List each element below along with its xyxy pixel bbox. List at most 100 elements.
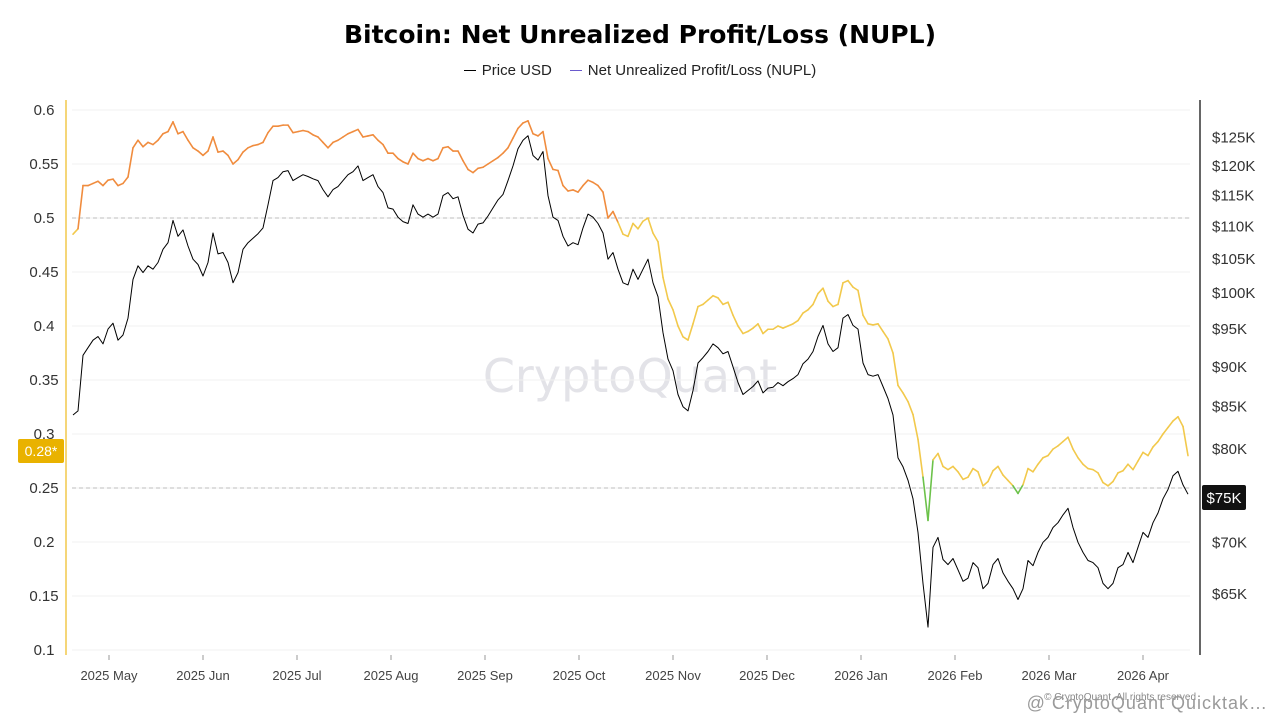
nupl-segment (782, 325, 789, 329)
nupl-segment (1037, 456, 1044, 466)
nupl-segment (247, 144, 254, 149)
nupl-segment (417, 157, 424, 162)
nupl-segment (382, 143, 389, 154)
nupl-segment (797, 312, 804, 322)
nupl-segment (1172, 415, 1179, 422)
nupl-segment (527, 120, 534, 135)
nupl-segment (347, 130, 354, 135)
legend-label-nupl: Net Unrealized Profit/Loss (NUPL) (587, 62, 817, 79)
nupl-segment (912, 413, 919, 441)
nupl-segment (92, 180, 99, 185)
nupl-segment (447, 145, 454, 152)
nupl-segment (1117, 469, 1124, 474)
nupl-segment (1057, 440, 1064, 447)
right-tick-label: $80K (1212, 441, 1247, 458)
nupl-segment (192, 147, 199, 152)
nupl-segment (197, 150, 204, 157)
legend-swatch-price (463, 70, 476, 71)
left-tick-label: 0.25 (29, 480, 58, 497)
nupl-segment (927, 459, 934, 522)
nupl-segment (357, 128, 364, 138)
nupl-segment (937, 452, 944, 468)
left-tick-label: 0.35 (29, 372, 58, 389)
left-tick-label: 0.1 (34, 642, 55, 659)
nupl-segment (742, 330, 749, 335)
right-tick-label: $120K (1212, 158, 1255, 175)
nupl-segment (1007, 479, 1014, 487)
x-tick-label: 2025 Aug (364, 668, 419, 683)
nupl-segment (312, 134, 319, 138)
nupl-segment (642, 217, 649, 223)
nupl-segment (577, 184, 584, 193)
x-tick-label: 2025 Jul (272, 668, 321, 683)
nupl-segment (442, 145, 449, 149)
nupl-segment (947, 465, 954, 471)
right-axis-ticks: $125K $120K $115K $110K $105K $100K $95K $90K $8… (1212, 129, 1255, 603)
nupl-segment (732, 314, 739, 327)
nupl-segment (207, 136, 214, 152)
gridlines (72, 109, 1190, 651)
legend-item-nupl[interactable]: Net Unrealized Profit/Loss (NUPL) (569, 62, 817, 79)
chart-title: Bitcoin: Net Unrealized Profit/Loss (NUP… (343, 20, 936, 49)
x-tick-label: 2026 Jan (834, 668, 888, 683)
nupl-segment (332, 139, 339, 144)
nupl-segment (557, 169, 564, 187)
nupl-segment (697, 303, 704, 308)
left-tick-label: 0.55 (29, 156, 58, 173)
nupl-segment (1062, 436, 1069, 443)
nupl-segment (602, 191, 609, 219)
nupl-segment (202, 150, 209, 157)
nupl-segment (1122, 463, 1129, 472)
nupl-segment (302, 129, 309, 133)
nupl-segment (402, 161, 409, 165)
nupl-segment (412, 152, 419, 160)
legend-item-price[interactable]: Price USD (463, 62, 552, 79)
nupl-segment (992, 465, 999, 472)
nupl-segment (482, 163, 489, 169)
right-tick-label: $90K (1212, 359, 1247, 376)
nupl-segment (227, 154, 234, 165)
nupl-segment (137, 139, 144, 148)
nupl-segment (647, 217, 654, 234)
nupl-segment (892, 352, 899, 387)
nupl-segment (112, 178, 119, 187)
right-tick-label: $70K (1212, 534, 1247, 551)
nupl-segment (882, 330, 889, 340)
current-price-value: $75K (1206, 490, 1241, 507)
nupl-segment (1042, 454, 1049, 459)
right-tick-label: $85K (1212, 399, 1247, 416)
nupl-segment (1152, 440, 1159, 448)
nupl-segment (87, 182, 94, 187)
nupl-segment (982, 480, 989, 487)
nupl-segment (712, 294, 719, 299)
nupl-segment (1177, 415, 1184, 428)
nupl-segment (487, 159, 494, 165)
nupl-segment (1132, 460, 1139, 471)
nupl-segment (707, 294, 714, 301)
nupl-segment (237, 151, 244, 161)
nupl-segment (152, 139, 159, 146)
current-price-badge-bg (1202, 485, 1246, 510)
nupl-segment (777, 325, 784, 329)
nupl-segment (977, 470, 984, 487)
nupl-segment (827, 300, 834, 308)
nupl-segment (572, 189, 579, 193)
nupl-segment (597, 184, 604, 193)
left-axis-ticks: 0.6 0.55 0.5 0.45 0.4 0.35 0.3 0.25 0.2 0.15 0.1 (29, 102, 58, 659)
nupl-segment (1107, 480, 1114, 487)
nupl-segment (362, 135, 369, 138)
nupl-segment (957, 470, 964, 481)
nupl-segment (472, 167, 479, 174)
nupl-segment (587, 179, 594, 184)
left-tick-label: 0.45 (29, 264, 58, 281)
nupl-segment (622, 233, 629, 238)
nupl-segment (432, 157, 439, 162)
nupl-segment (942, 465, 949, 471)
nupl-segment (407, 152, 414, 165)
nupl-segment (862, 314, 869, 325)
nupl-segment (72, 228, 79, 235)
nupl-segment (542, 130, 549, 160)
nupl-segment (1077, 456, 1084, 466)
nupl-segment (837, 281, 844, 306)
